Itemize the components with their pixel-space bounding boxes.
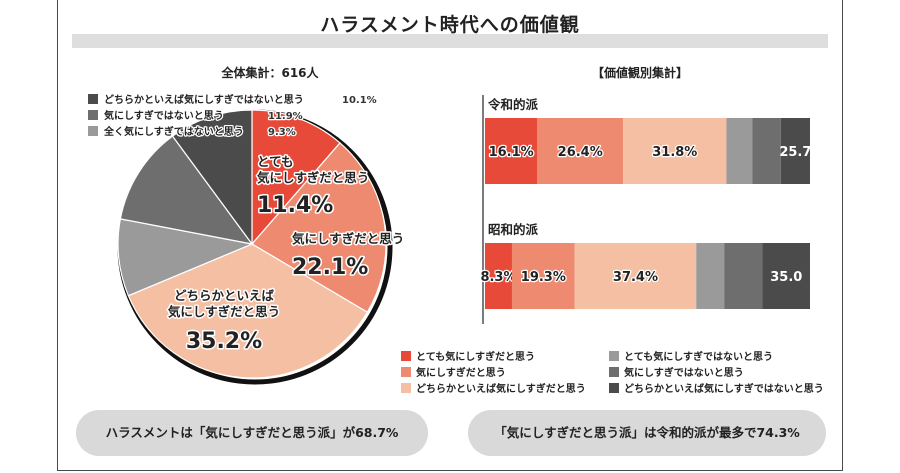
pie-slice-somewhat_not_concerned [171,109,253,246]
pie-legend-label-not_concerned: 気にしすぎではないと思う [103,109,224,122]
bar-segment-very_concerned [485,118,538,184]
bar-legend-swatch-very_concerned [401,351,411,361]
bar-segment-very_not_concerned [726,118,753,184]
bar-legend-label-concerned: 気にしすぎだと思う [415,366,506,379]
pie-label-very_concerned: とても [257,154,294,169]
bar-value-label-very_concerned: 8.3% [480,270,516,285]
bar-segment-somewhat_concerned [623,118,727,184]
bar-segment-not_concerned [752,118,781,184]
bar-legend-label-somewhat_concerned: どちらかといえば気にしすぎだと思う [416,382,586,395]
bar-group-total-label: 25.7 [779,145,811,160]
pie-value-concerned: 22.1% [292,255,368,280]
bar-legend-label-very_not_concerned: とても気にしすぎではないと思う [624,350,773,363]
pie-slice-not_concerned [119,135,254,245]
bar-group-total-label: 35.0 [770,270,802,285]
pie-value-very_concerned: 11.4% [257,193,333,218]
bar-legend-label-very_concerned: とても気にしすぎだと思う [416,350,535,363]
bar-legend-label-not_concerned: 気にしすぎではないと思う [623,366,744,379]
summary-pill-left: ハラスメントは「気にしすぎだと思う派」が68.7% [76,410,428,456]
pie-value-somewhat_concerned: 35.2% [186,329,262,354]
bar-segment-concerned [511,243,575,309]
pie-legend-swatch-very_not_concerned [88,126,98,136]
bar-value-label-very_concerned: 16.1% [489,145,534,160]
pie-legend-value-not_concerned: 11.9% [268,111,303,122]
page-title: ハラスメント時代への価値観 [320,14,580,36]
pie-label-concerned: 気にしすぎだと思う [292,231,404,246]
bar-segment-very_concerned [485,243,512,309]
pie-legend-label-very_not_concerned: 全く気にしすぎではないと思う [103,125,244,138]
pie-slice-somewhat_concerned [127,243,369,379]
pie-slice-very_concerned [251,109,341,246]
pie-label-somewhat_concerned: どちらかといえば [174,288,275,303]
pie-legend-label-somewhat_not_concerned: どちらかといえば気にしすぎではないと思う [104,93,304,106]
bar-category-label: 令和的派 [487,97,539,112]
bar-legend-swatch-somewhat_concerned [401,383,411,393]
pie-legend-swatch-somewhat_not_concerned [88,94,98,104]
chart-frame [57,0,843,471]
bar-segment-somewhat_concerned [574,243,697,309]
bar-legend-swatch-very_not_concerned [609,351,619,361]
bar-legend-label-somewhat_not_concerned: どちらかといえば気にしすぎではないと思う [624,382,824,395]
bar-value-label-concerned: 26.4% [558,145,603,160]
bar-value-label-somewhat_concerned: 37.4% [613,270,658,285]
title-underline-bar [72,34,828,48]
pie-chart-heading: 全体集計：616人 [221,66,319,80]
pie-slice-concerned [251,142,387,314]
bar-category-label: 昭和的派 [488,222,539,237]
bar-segment-somewhat_not_concerned [780,118,810,184]
bar-legend-swatch-concerned [401,367,411,377]
bar-segment-somewhat_not_concerned [762,243,810,309]
pie-label-somewhat_concerned: 気にしすぎだと思う [168,304,280,319]
bar-segment-not_concerned [724,243,763,309]
summary-pill-right: 「気にしすぎだと思う派」は令和的派が最多で74.3% [468,410,826,456]
pie-legend-value-very_not_concerned: 9.3% [268,127,296,138]
bar-legend-swatch-somewhat_not_concerned [609,383,619,393]
bar-value-label-concerned: 19.3% [521,270,566,285]
pie-legend-value-somewhat_not_concerned: 10.1% [342,95,377,106]
bar-legend-swatch-not_concerned [609,367,619,377]
bar-value-label-somewhat_concerned: 31.8% [652,145,697,160]
pie-label-very_concerned: 気にしすぎだと思う [257,170,369,185]
bar-chart-heading: 【価値観別集計】 [591,66,688,80]
pie-legend-swatch-not_concerned [88,110,98,120]
bar-segment-concerned [537,118,624,184]
bar-segment-very_not_concerned [696,243,725,309]
